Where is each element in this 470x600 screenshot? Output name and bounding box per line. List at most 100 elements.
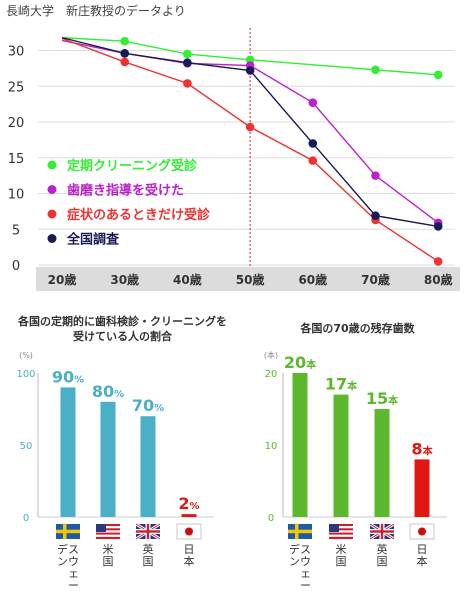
flag-stripe bbox=[329, 530, 353, 533]
legend-label: 歯磨き指導を受けた bbox=[67, 183, 184, 199]
y-tick-label: 50 bbox=[20, 441, 33, 452]
y-tick-label: 20 bbox=[265, 369, 278, 380]
value-label: 80% bbox=[92, 382, 124, 401]
bar bbox=[292, 373, 308, 517]
legend-label: 全国調査 bbox=[66, 232, 120, 248]
data-point bbox=[308, 156, 318, 165]
flag-stripe bbox=[96, 530, 120, 533]
japan-flag-icon bbox=[176, 523, 202, 540]
flag-sun bbox=[185, 527, 193, 536]
flag-sun bbox=[418, 527, 426, 536]
x-axis-band bbox=[36, 267, 460, 291]
y-tick-label: 10 bbox=[265, 441, 278, 452]
flag-cross bbox=[370, 530, 394, 533]
data-point bbox=[183, 58, 192, 67]
category-label: スウェーデン bbox=[289, 542, 311, 592]
chart-title-checkup-rate-line1: 各国の定期的に歯科検診・クリーニングを bbox=[18, 315, 227, 328]
y-tick-label: 0 bbox=[12, 259, 20, 274]
data-point bbox=[308, 98, 318, 107]
bar bbox=[100, 401, 116, 517]
value-label: 15本 bbox=[366, 389, 399, 408]
value-label: 2% bbox=[178, 494, 199, 513]
data-point bbox=[371, 171, 380, 180]
value-label: 90% bbox=[52, 367, 84, 386]
x-tick-label: 60歳 bbox=[298, 272, 327, 287]
x-tick-label: 50歳 bbox=[236, 272, 265, 287]
bar bbox=[140, 416, 156, 517]
x-tick-label: 70歳 bbox=[361, 272, 390, 287]
data-point bbox=[308, 139, 318, 148]
bar bbox=[60, 387, 76, 517]
data-point bbox=[371, 211, 380, 220]
y-tick-label: 20 bbox=[8, 116, 25, 131]
y-tick-label: 15 bbox=[8, 152, 25, 167]
y-tick-label: 30 bbox=[8, 45, 25, 60]
source-note: 長崎大学 新庄教授のデータより bbox=[6, 4, 186, 18]
sweden-flag-icon bbox=[56, 524, 80, 539]
legend-marker bbox=[47, 209, 57, 219]
x-tick-label: 80歳 bbox=[424, 272, 453, 287]
flag-stripe bbox=[96, 534, 120, 537]
x-tick-label: 20歳 bbox=[48, 272, 77, 287]
legend-marker bbox=[47, 234, 57, 243]
value-label: 17本 bbox=[325, 375, 358, 394]
flag-stripe bbox=[329, 528, 353, 531]
y-tick-label: 25 bbox=[8, 80, 25, 95]
flag-stripe bbox=[96, 532, 120, 535]
category-label: 米国 bbox=[103, 543, 114, 568]
bar bbox=[374, 409, 390, 517]
y-unit-label: (%) bbox=[19, 351, 33, 360]
sweden-flag-icon bbox=[288, 524, 312, 539]
category-label: 英国 bbox=[143, 542, 154, 568]
bar bbox=[181, 514, 197, 517]
value-label: 20本 bbox=[284, 353, 317, 372]
data-point bbox=[245, 66, 255, 75]
y-unit-label: (本) bbox=[264, 350, 278, 360]
flag-cross bbox=[136, 530, 160, 533]
data-point bbox=[371, 65, 380, 75]
x-tick-label: 30歳 bbox=[110, 272, 139, 287]
y-tick-label: 10 bbox=[8, 188, 25, 203]
flag-stripe bbox=[329, 524, 353, 527]
bar bbox=[333, 394, 349, 517]
bar bbox=[414, 459, 430, 517]
value-label: 8本 bbox=[411, 439, 433, 458]
data-point bbox=[183, 49, 192, 59]
uk-flag-icon bbox=[135, 522, 161, 541]
data-point bbox=[433, 222, 443, 231]
flag-stripe bbox=[96, 536, 120, 539]
chart-title-checkup-rate: 各国の定期的に歯科検診・クリーニングを 受けている人の割合 bbox=[0, 314, 245, 344]
chart-title-checkup-rate-line2: 受けている人の割合 bbox=[73, 330, 172, 343]
uk-flag-icon bbox=[369, 522, 395, 541]
flag-canton bbox=[329, 524, 339, 532]
flag-stripe bbox=[96, 526, 120, 529]
y-tick-label: 5 bbox=[12, 223, 20, 238]
flag-cross bbox=[56, 529, 80, 534]
checkup-rate-bar-chart: (%) 0 50 100 90% 80% 70% 2% スウェーデン 米国 英国 日本 bbox=[16, 351, 214, 592]
data-point bbox=[433, 70, 443, 80]
value-label: 70% bbox=[132, 396, 164, 415]
y-tick-label: 100 bbox=[16, 369, 35, 380]
flag-cross bbox=[288, 529, 312, 534]
usa-flag-icon bbox=[96, 524, 120, 539]
flag-stripe bbox=[329, 526, 353, 529]
legend-marker bbox=[47, 185, 57, 194]
data-point bbox=[120, 49, 129, 58]
category-label: 日本 bbox=[417, 543, 428, 568]
data-point bbox=[120, 36, 129, 46]
category-label: スウェーデン bbox=[57, 542, 79, 592]
flag-stripe bbox=[96, 524, 120, 527]
data-point bbox=[245, 122, 255, 132]
data-point bbox=[433, 257, 443, 266]
legend-label: 定期クリーニング受診 bbox=[66, 158, 198, 174]
flag-canton bbox=[96, 524, 106, 532]
category-label: 英国 bbox=[377, 542, 388, 568]
japan-flag-icon bbox=[409, 523, 435, 540]
category-label: 米国 bbox=[336, 543, 347, 568]
y-tick-label: 0 bbox=[268, 513, 274, 524]
category-label: 日本 bbox=[184, 543, 195, 568]
flag-stripe bbox=[329, 536, 353, 539]
flag-stripe bbox=[96, 528, 120, 531]
legend-marker bbox=[47, 160, 57, 170]
